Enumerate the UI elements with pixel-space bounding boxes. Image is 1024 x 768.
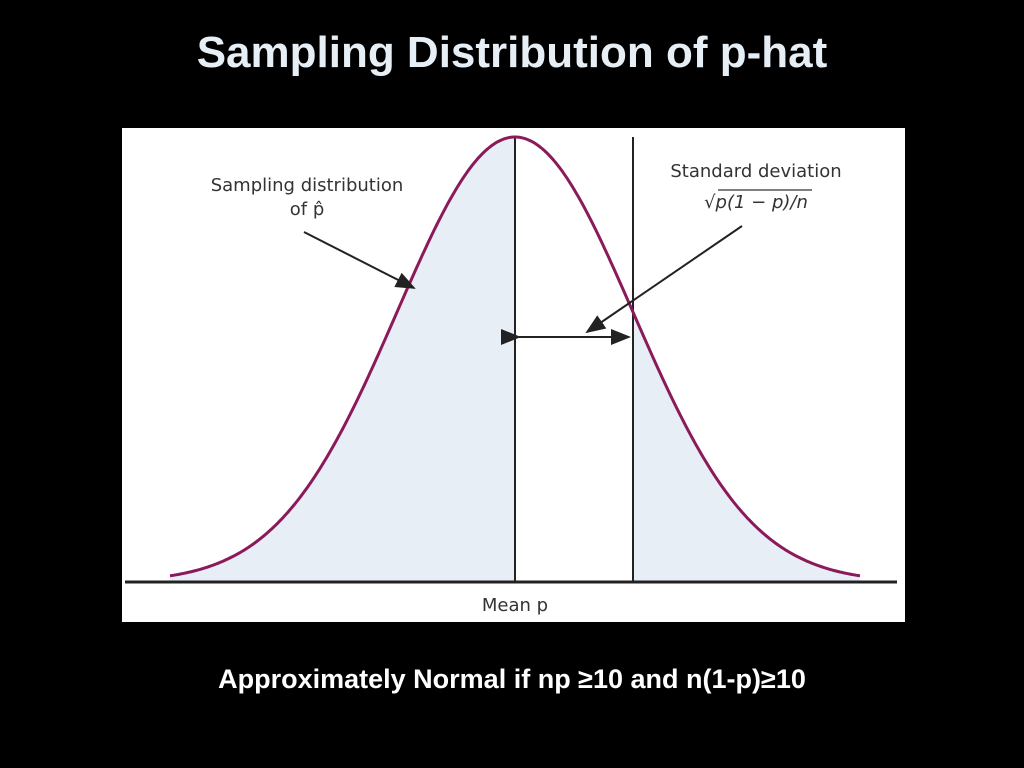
normal-curve — [169, 135, 861, 578]
footer: Approximately Normal if np ≥10 and n(1-p… — [218, 664, 806, 694]
curve-label: of p̂ — [290, 199, 325, 220]
shaded-area — [170, 137, 515, 582]
sd-formula: √p(1 − p)/n — [704, 192, 808, 213]
slide-title: Sampling Distribution of p-hat — [196, 28, 828, 77]
diagram: Sampling distribution of p̂ Standard dev… — [122, 128, 905, 622]
mean-label: Mean p — [482, 595, 548, 616]
pointer-arrow — [303, 231, 416, 289]
sd-label: Standard deviation — [670, 161, 841, 182]
curve-label: Sampling distribution — [211, 175, 404, 196]
pointer-arrow — [585, 225, 743, 334]
shaded-area — [633, 312, 860, 582]
